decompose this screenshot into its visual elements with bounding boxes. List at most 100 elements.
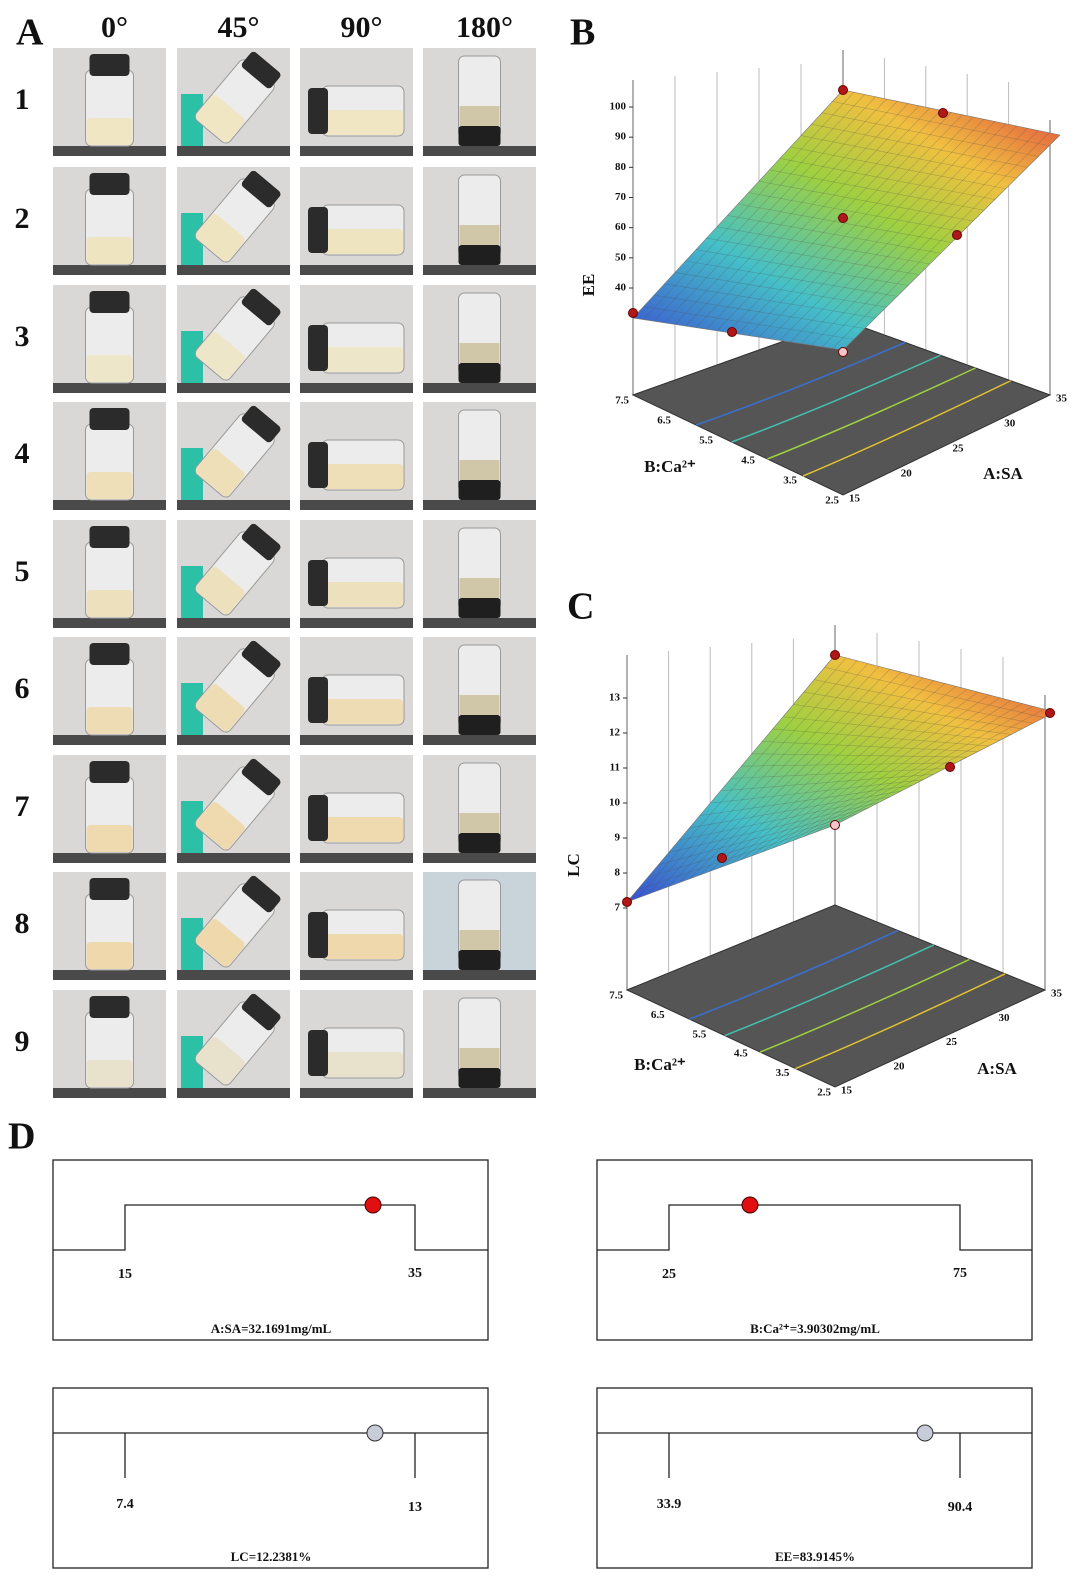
bench [53, 618, 166, 628]
y-tick-label: 5.5 [692, 1028, 706, 1040]
panel-label: D [8, 1116, 35, 1158]
vial-photo [300, 167, 413, 275]
column-header: 0° [101, 11, 128, 44]
liquid [87, 942, 133, 969]
caption: A:SA=32.1691mg/mL [211, 1321, 332, 1336]
design-point [1046, 709, 1055, 718]
box-frame [597, 1388, 1032, 1568]
bench [177, 853, 290, 863]
x-tick-label: 30 [999, 1012, 1011, 1024]
bench [177, 265, 290, 275]
liquid [460, 930, 500, 950]
row-label: 4 [15, 437, 30, 470]
bench [53, 265, 166, 275]
cap [90, 878, 130, 900]
cap [90, 526, 130, 548]
row-label: 2 [15, 202, 30, 235]
cap [459, 480, 501, 500]
desirability-box: 33.990.4EE=83.9145% [597, 1388, 1032, 1568]
design-point [629, 309, 638, 318]
liquid [323, 934, 403, 959]
liquid [87, 825, 133, 852]
liquid [87, 118, 133, 145]
bench [300, 735, 413, 745]
cap [308, 560, 328, 606]
vial-photo [423, 755, 536, 863]
row-label: 6 [15, 672, 30, 705]
design-point [831, 821, 840, 830]
z-tick-label: 9 [615, 832, 621, 844]
vial-photo [300, 285, 413, 393]
vial-photo [53, 48, 166, 156]
cap [308, 677, 328, 723]
vial-photo [177, 520, 290, 628]
caption: B:Ca²⁺=3.90302mg/mL [750, 1321, 880, 1336]
bench [300, 383, 413, 393]
liquid [323, 817, 403, 842]
high-label: 35 [408, 1266, 422, 1281]
y-tick-label: 7.5 [609, 990, 623, 1002]
liquid [87, 1060, 133, 1087]
optimum-dot [742, 1197, 758, 1213]
bench [53, 500, 166, 510]
bench [423, 146, 536, 156]
design-point [946, 763, 955, 772]
liquid [323, 582, 403, 607]
y-tick-label: 4.5 [734, 1048, 748, 1060]
y-tick-label: 2.5 [825, 495, 839, 507]
z-tick-label: 11 [610, 762, 620, 774]
row-label: 3 [15, 320, 30, 353]
x-axis-label: A:SA [977, 1059, 1017, 1078]
bench [423, 383, 536, 393]
liquid [460, 225, 500, 245]
x-tick-label: 15 [849, 493, 861, 505]
y-tick-label: 5.5 [699, 435, 713, 447]
column-header: 90° [341, 11, 383, 44]
y-tick-label: 4.5 [741, 455, 755, 467]
vial-photo [177, 285, 290, 393]
vial-photo [423, 402, 536, 510]
z-tick-label: 40 [615, 282, 627, 294]
bench [177, 735, 290, 745]
z-tick-label: 8 [615, 867, 621, 879]
vial-photo [53, 990, 166, 1098]
bench [300, 146, 413, 156]
bench [177, 970, 290, 980]
vial-photo [423, 48, 536, 156]
panel-label: B [570, 12, 595, 54]
cap [308, 207, 328, 253]
cap [459, 1068, 501, 1088]
vial-photo [300, 755, 413, 863]
vial-photo [300, 637, 413, 745]
x-tick-label: 35 [1051, 988, 1063, 1000]
caption: LC=12.2381% [231, 1549, 312, 1564]
y-tick-label: 6.5 [657, 415, 671, 427]
vial-photo [53, 637, 166, 745]
cap [308, 442, 328, 488]
liquid [460, 343, 500, 363]
liquid [323, 229, 403, 254]
caption: EE=83.9145% [775, 1549, 855, 1564]
column-header: 180° [456, 11, 513, 44]
liquid [323, 464, 403, 489]
surface [627, 655, 1055, 902]
low-label: 33.9 [657, 1497, 682, 1512]
box-frame [53, 1388, 488, 1568]
optimum-dot [365, 1197, 381, 1213]
low-label: 25 [662, 1267, 676, 1282]
vial-photo [423, 637, 536, 745]
cap [459, 950, 501, 970]
x-tick-label: 35 [1056, 393, 1068, 405]
y-tick-label: 2.5 [817, 1087, 831, 1099]
cap [308, 795, 328, 841]
bench [53, 1088, 166, 1098]
vial-photo [177, 402, 290, 510]
bench [423, 265, 536, 275]
bench [177, 500, 290, 510]
vial-photo [53, 872, 166, 980]
design-point [939, 109, 948, 118]
surface-plot: 789101112137.56.55.54.53.52.51520253035B… [564, 625, 1063, 1099]
cap [90, 408, 130, 430]
bench [177, 383, 290, 393]
